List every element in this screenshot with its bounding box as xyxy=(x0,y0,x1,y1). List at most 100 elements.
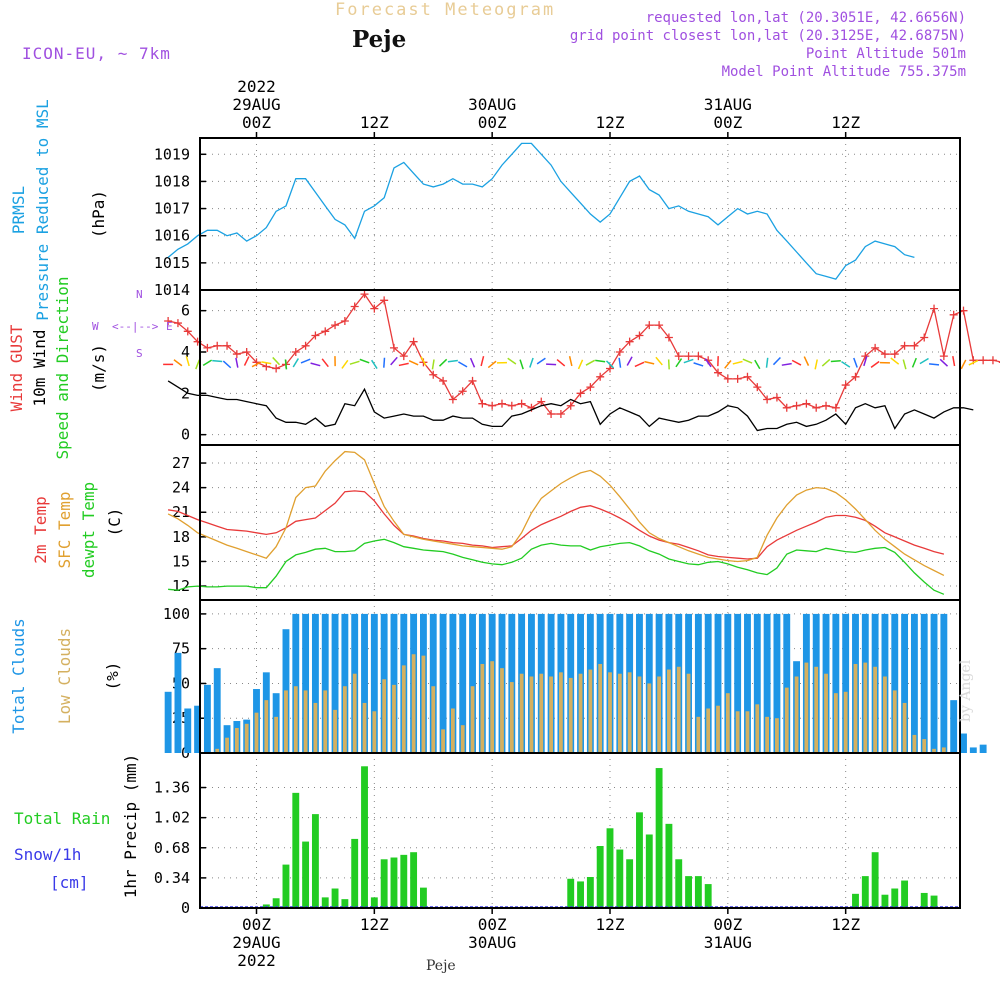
gust-marker xyxy=(615,348,624,356)
gust-marker xyxy=(517,399,526,408)
gust-marker xyxy=(468,376,477,385)
bar-low-clouds xyxy=(598,663,603,753)
wind-arrow xyxy=(928,363,940,366)
wind-arrow xyxy=(765,357,769,368)
top-hour-label: 00Z xyxy=(242,113,271,132)
gust-marker xyxy=(380,296,389,305)
bar-total-rain xyxy=(586,877,594,908)
bar-total-rain xyxy=(871,852,879,908)
bar-low-clouds xyxy=(627,672,632,753)
bar-total-rain xyxy=(626,859,634,908)
wind-arrow xyxy=(546,363,557,366)
bar-total-clouds xyxy=(969,747,977,753)
bar-low-clouds xyxy=(922,739,927,753)
wind-arrow xyxy=(870,360,880,368)
bar-total-rain xyxy=(685,876,692,908)
gust-marker xyxy=(439,376,448,385)
y-tick-label: 1017 xyxy=(154,200,190,218)
bar-low-clouds xyxy=(863,662,868,753)
gust-marker xyxy=(311,331,320,340)
bar-total-rain xyxy=(616,849,624,908)
wind-arrow xyxy=(243,356,250,366)
bar-low-clouds xyxy=(342,686,347,753)
bar-total-rain xyxy=(577,881,584,908)
wind-arrow xyxy=(960,359,967,370)
bottom-date: 30AUG xyxy=(468,933,516,952)
wind-arrow xyxy=(675,358,683,368)
bar-total-clouds xyxy=(979,744,987,753)
bar-total-rain xyxy=(370,897,378,908)
wind-arrow xyxy=(890,357,900,365)
wind-arrow xyxy=(408,359,419,366)
wind-arrow xyxy=(185,356,190,367)
bar-total-rain xyxy=(930,895,938,908)
wind-arrow xyxy=(919,357,929,365)
gust-marker xyxy=(566,401,575,410)
wind-arrow xyxy=(595,359,606,363)
gust-marker xyxy=(782,403,791,412)
gust-marker xyxy=(537,397,546,406)
bar-total-clouds xyxy=(439,613,447,753)
bar-total-rain xyxy=(331,888,339,908)
bar-total-rain xyxy=(567,878,575,908)
bar-low-clouds xyxy=(431,686,436,753)
gust-marker xyxy=(556,410,565,418)
wind-arrow xyxy=(655,356,663,366)
bar-low-clouds xyxy=(450,708,455,753)
bar-low-clouds xyxy=(568,677,573,753)
panel-frame xyxy=(199,444,961,601)
bar-total-rain xyxy=(272,898,280,908)
bar-total-rain xyxy=(881,894,889,908)
wind-arrow xyxy=(398,362,409,367)
gust-marker xyxy=(164,317,173,325)
gridpoint-coords: grid point closest lon,lat (20.3125E, 42… xyxy=(569,28,966,44)
bar-low-clouds xyxy=(735,711,740,753)
gust-marker xyxy=(655,321,664,330)
compass-arrows: <--|--> xyxy=(112,320,159,333)
gust-marker xyxy=(664,333,673,342)
bar-total-rain xyxy=(704,884,712,908)
bar-total-clouds xyxy=(194,705,202,753)
y-tick-label: 1.02 xyxy=(154,809,190,827)
bottom-hour-label: 12Z xyxy=(596,915,625,934)
bar-total-clouds xyxy=(469,613,476,753)
bar-low-clouds xyxy=(804,662,809,753)
bar-total-rain xyxy=(596,846,604,908)
bar-low-clouds xyxy=(667,669,671,753)
wind-arrow xyxy=(939,358,949,367)
wind-arrow xyxy=(911,357,917,368)
label-dewpt-temp: dewpt Temp xyxy=(79,482,98,578)
gust-marker xyxy=(478,399,487,408)
gust-marker xyxy=(812,403,821,412)
gust-marker xyxy=(674,352,683,361)
gust-marker xyxy=(458,387,467,396)
label-speed-dir: Speed and Direction xyxy=(53,276,72,459)
wind-arrow xyxy=(431,359,435,370)
compass-n: N xyxy=(136,288,143,301)
bottom-hour-label: 00Z xyxy=(242,915,271,934)
wind-arrow xyxy=(480,356,485,367)
bar-total-rain xyxy=(852,893,859,908)
gust-marker xyxy=(321,327,330,336)
wind-arrow xyxy=(272,356,281,366)
wind-arrow xyxy=(438,358,448,367)
label-prmsl: PRMSL xyxy=(9,186,28,234)
bar-total-clouds xyxy=(891,613,899,753)
bar-low-clouds xyxy=(284,690,288,753)
gust-marker xyxy=(851,372,860,381)
bar-total-clouds xyxy=(940,613,948,753)
bar-total-clouds xyxy=(950,700,958,753)
bar-low-clouds xyxy=(725,693,730,753)
bar-low-clouds xyxy=(853,663,858,753)
bar-low-clouds xyxy=(784,687,789,753)
bar-total-rain xyxy=(361,766,368,908)
gust-marker xyxy=(792,401,801,410)
gust-marker xyxy=(841,381,850,390)
wind-arrow xyxy=(321,358,329,368)
wind-arrow xyxy=(618,357,622,368)
bottom-hour-label: 12Z xyxy=(360,915,389,934)
wind-arrow xyxy=(724,360,732,369)
gust-marker xyxy=(576,389,585,398)
wind-arrow xyxy=(300,358,311,364)
y-tick-label: 6 xyxy=(181,302,190,320)
